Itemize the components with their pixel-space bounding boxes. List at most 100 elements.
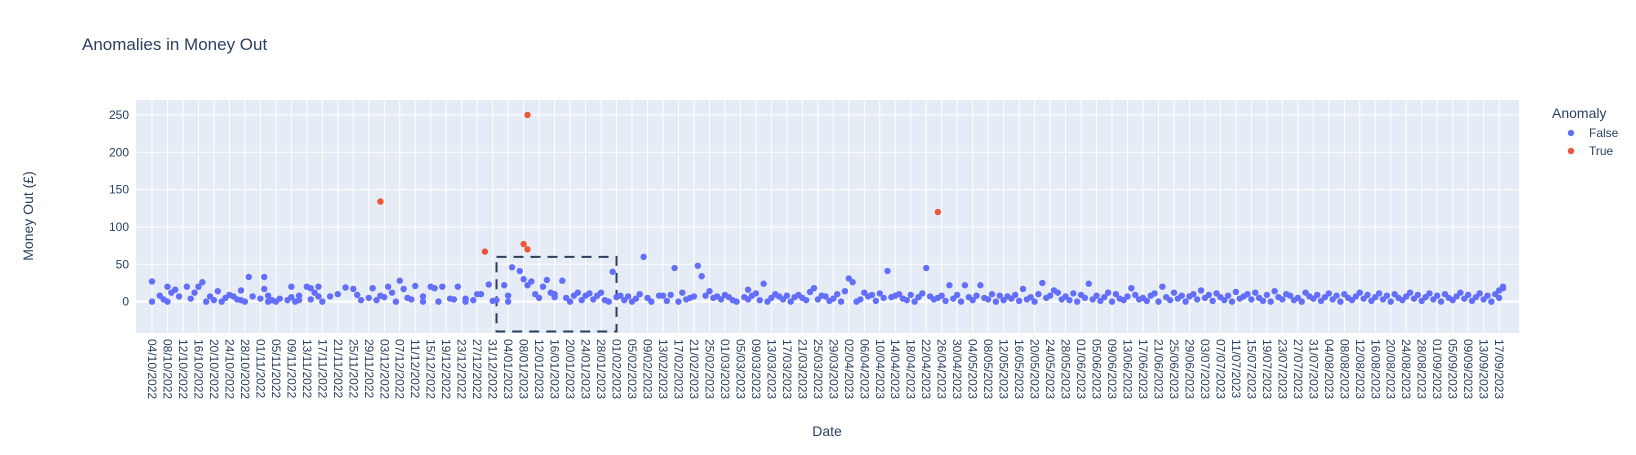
normal-point bbox=[199, 279, 206, 286]
normal-point bbox=[1313, 291, 1321, 299]
legend-label-false[interactable]: False bbox=[1589, 126, 1619, 140]
normal-point bbox=[953, 291, 961, 299]
normal-point bbox=[663, 297, 671, 305]
normal-point bbox=[1104, 289, 1112, 296]
x-tick-label: 04/05/2023 bbox=[966, 339, 980, 399]
legend-label-true[interactable]: True bbox=[1589, 144, 1614, 158]
x-tick-label: 17/06/2023 bbox=[1136, 339, 1150, 399]
normal-point bbox=[326, 293, 334, 300]
x-tick-label: 01/03/2023 bbox=[718, 339, 732, 399]
x-tick-label: 13/11/2022 bbox=[300, 339, 314, 398]
legend[interactable]: Anomaly False True bbox=[1552, 105, 1619, 158]
normal-point bbox=[261, 285, 268, 293]
x-tick-label: 11/12/2022 bbox=[408, 339, 422, 398]
normal-point bbox=[1244, 290, 1251, 298]
x-tick-label: 07/12/2022 bbox=[393, 339, 407, 399]
normal-point bbox=[431, 284, 438, 292]
normal-point bbox=[1166, 296, 1174, 304]
normal-point bbox=[501, 282, 508, 289]
normal-point bbox=[648, 298, 655, 305]
normal-point bbox=[148, 278, 156, 285]
normal-point bbox=[1019, 285, 1027, 293]
normal-point bbox=[903, 296, 911, 304]
normal-point bbox=[257, 295, 264, 302]
x-tick-label: 13/09/2023 bbox=[1477, 339, 1491, 399]
normal-point bbox=[1495, 287, 1503, 294]
x-tick-label: 01/02/2023 bbox=[610, 339, 624, 399]
y-tick-label: 100 bbox=[109, 220, 129, 234]
normal-point bbox=[1027, 293, 1034, 301]
normal-point bbox=[264, 292, 272, 299]
x-tick-label: 01/06/2023 bbox=[1074, 339, 1088, 399]
normal-point bbox=[485, 281, 492, 288]
x-tick-label: 28/10/2022 bbox=[238, 339, 252, 399]
normal-point bbox=[520, 276, 527, 283]
x-tick-label: 24/08/2023 bbox=[1399, 339, 1413, 399]
x-tick-label: 08/01/2023 bbox=[517, 339, 531, 399]
x-tick-label: 21/06/2023 bbox=[1151, 339, 1165, 399]
x-tick-label: 16/08/2023 bbox=[1368, 339, 1382, 399]
normal-point bbox=[1476, 290, 1483, 297]
normal-point bbox=[1046, 292, 1054, 299]
normal-point bbox=[508, 264, 516, 271]
normal-point bbox=[880, 294, 887, 302]
normal-point bbox=[1433, 292, 1441, 299]
normal-point bbox=[597, 289, 605, 296]
normal-point bbox=[895, 290, 903, 298]
normal-point bbox=[733, 298, 740, 305]
x-tick-label: 12/05/2023 bbox=[997, 339, 1011, 399]
normal-point bbox=[830, 295, 837, 302]
normal-point bbox=[942, 297, 949, 305]
normal-point bbox=[419, 293, 427, 300]
normal-point bbox=[295, 296, 303, 304]
x-tick-label: 13/03/2023 bbox=[764, 339, 778, 399]
x-tick-label: 19/12/2022 bbox=[439, 339, 453, 399]
x-tick-label: 05/06/2023 bbox=[1090, 339, 1104, 399]
normal-point bbox=[276, 295, 283, 302]
normal-point bbox=[1387, 298, 1394, 305]
normal-point bbox=[578, 296, 585, 304]
normal-point bbox=[392, 298, 400, 305]
x-tick-label: 06/04/2023 bbox=[857, 339, 871, 399]
normal-point bbox=[756, 296, 763, 304]
normal-point bbox=[1259, 297, 1267, 305]
normal-point bbox=[381, 293, 388, 301]
normal-point bbox=[1205, 291, 1212, 299]
x-tick-label: 28/01/2023 bbox=[594, 339, 608, 399]
y-tick-label: 150 bbox=[109, 183, 129, 197]
normal-point bbox=[191, 289, 198, 296]
normal-point bbox=[559, 277, 566, 284]
normal-point bbox=[516, 267, 523, 275]
x-axis-label: Date bbox=[812, 423, 842, 439]
x-tick-label: 16/05/2023 bbox=[1012, 339, 1026, 399]
normal-point bbox=[1128, 284, 1135, 292]
normal-point bbox=[396, 277, 403, 284]
normal-point bbox=[493, 296, 500, 304]
anomaly-point bbox=[934, 208, 942, 216]
legend-items[interactable]: False True bbox=[1567, 126, 1619, 158]
normal-point bbox=[911, 298, 918, 305]
x-tick-label: 09/06/2023 bbox=[1105, 339, 1119, 399]
normal-point bbox=[315, 283, 322, 290]
normal-point bbox=[1012, 291, 1019, 299]
normal-point bbox=[632, 295, 640, 302]
normal-point bbox=[419, 298, 427, 305]
normal-point bbox=[551, 290, 558, 298]
x-tick-label: 22/04/2023 bbox=[919, 339, 933, 399]
normal-point bbox=[1209, 297, 1216, 305]
normal-point bbox=[857, 296, 864, 303]
x-tick-label: 29/03/2023 bbox=[826, 339, 840, 399]
x-tick-label: 16/10/2022 bbox=[191, 339, 205, 399]
x-tick-label: 25/06/2023 bbox=[1167, 339, 1181, 399]
normal-point bbox=[872, 297, 880, 305]
normal-point bbox=[202, 298, 210, 305]
normal-point bbox=[1426, 290, 1433, 297]
normal-point bbox=[1143, 297, 1151, 305]
normal-point bbox=[1132, 291, 1139, 299]
x-tick-label: 12/08/2023 bbox=[1353, 339, 1367, 399]
normal-point bbox=[969, 296, 976, 304]
normal-point bbox=[1070, 290, 1077, 297]
normal-point bbox=[295, 292, 303, 299]
normal-point bbox=[1197, 287, 1205, 294]
